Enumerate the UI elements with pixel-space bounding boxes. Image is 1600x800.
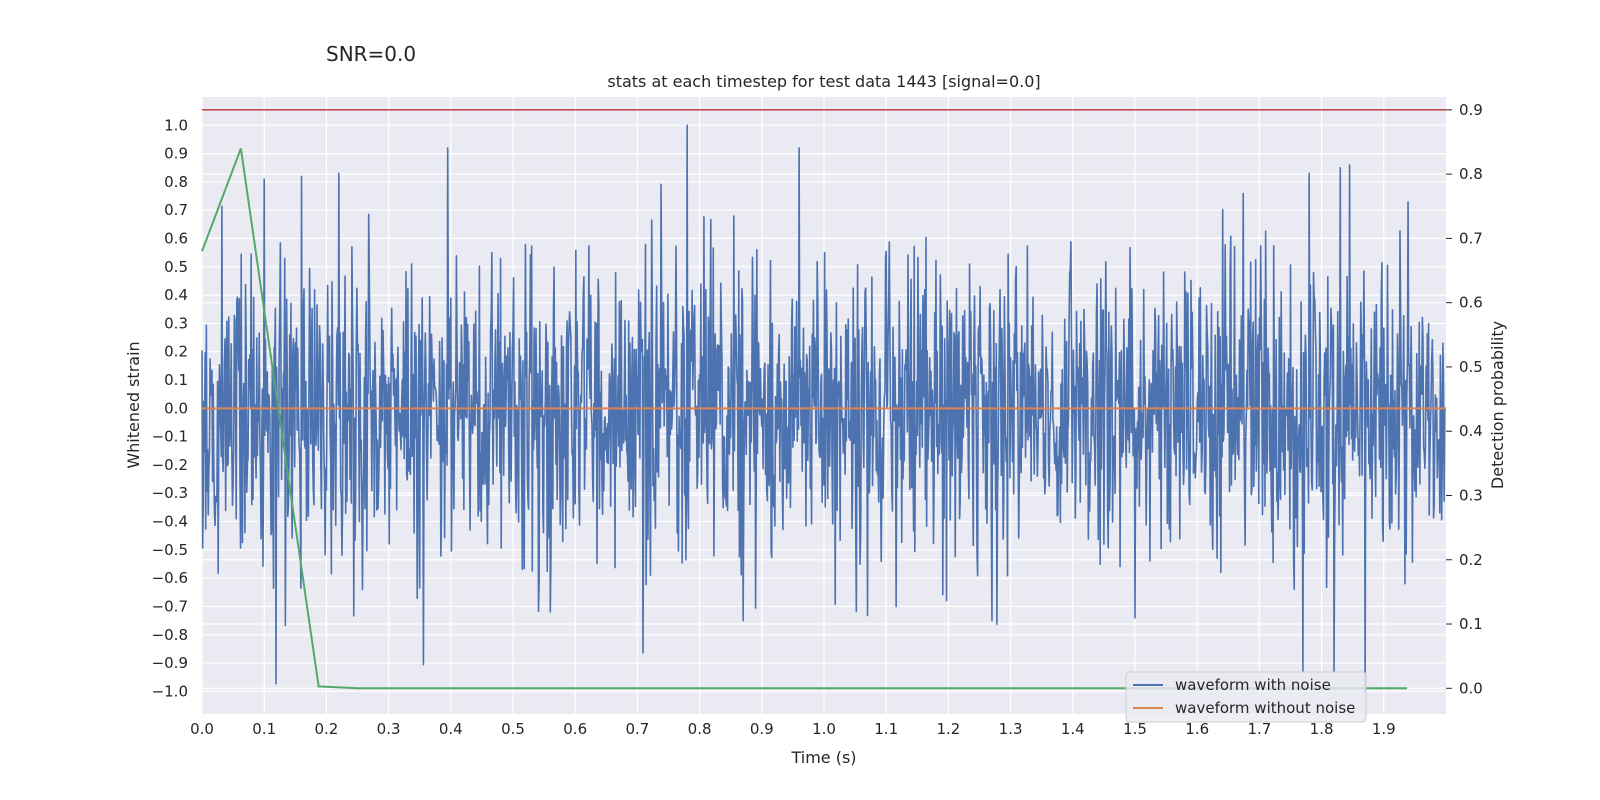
y2-tick-label: 0.5 — [1459, 358, 1483, 376]
x-tick-label: 1.0 — [812, 720, 836, 738]
x-tick-label: 1.2 — [936, 720, 960, 738]
legend-box — [1125, 671, 1367, 723]
y2-tick-label: 0.2 — [1459, 551, 1483, 569]
y-tick-label: −0.4 — [152, 513, 188, 531]
y-tick-label: −1.0 — [152, 682, 188, 700]
x-tick-label: 1.1 — [874, 720, 898, 738]
y-tick-label: −0.3 — [152, 484, 188, 502]
x-tick-label: 0.9 — [750, 720, 774, 738]
x-axis-label: Time (s) — [790, 748, 856, 767]
y-tick-label: −0.7 — [152, 597, 188, 615]
x-tick-label: 0.5 — [501, 720, 525, 738]
x-tick-label: 1.6 — [1185, 720, 1209, 738]
x-tick-label: 0.3 — [377, 720, 401, 738]
y-tick-label: −0.1 — [152, 428, 188, 446]
y2-tick-label: 0.9 — [1459, 101, 1483, 119]
y-tick-label: 0.3 — [164, 314, 188, 332]
y2-tick-label: 0.6 — [1459, 294, 1483, 312]
y2-axis-ticks: 0.0 0.1 0.2 0.3 0.4 0.5 0.6 0.7 0.8 0.9 — [1446, 101, 1483, 697]
y-axis-ticks: −1.0 −0.9 −0.8 −0.7 −0.6 −0.5 −0.4 −0.3 −0.2 −0.1… — [152, 116, 188, 700]
x-tick-label: 0.8 — [688, 720, 712, 738]
y-tick-label: −0.2 — [152, 456, 188, 474]
series-waveform-with-noise — [201, 124, 1447, 693]
y-tick-label: −0.8 — [152, 626, 188, 644]
y2-tick-label: 0.7 — [1459, 229, 1483, 247]
y-tick-label: 0.6 — [164, 230, 188, 248]
suptitle: SNR=0.0 — [326, 42, 416, 66]
y2-tick-label: 0.4 — [1459, 422, 1483, 440]
y2-tick-label: 0.0 — [1459, 679, 1483, 697]
y2-tick-label: 0.8 — [1459, 165, 1483, 183]
x-tick-label: 0.0 — [190, 720, 214, 738]
legend-label-without-noise: waveform without noise — [1175, 699, 1355, 717]
y-tick-label: 0.2 — [164, 343, 188, 361]
x-tick-label: 1.9 — [1372, 720, 1396, 738]
y-tick-label: 1.0 — [164, 116, 188, 134]
x-tick-label: 0.6 — [563, 720, 587, 738]
y-tick-label: 0.1 — [164, 371, 188, 389]
x-axis-ticks: 0.0 0.1 0.2 0.3 0.4 0.5 0.6 0.7 0.8 0.9 1.0 1.1 1.2 1… — [190, 720, 1396, 738]
y-tick-label: −0.9 — [152, 654, 188, 672]
y2-tick-label: 0.1 — [1459, 615, 1483, 633]
x-tick-label: 0.4 — [439, 720, 463, 738]
y2-axis-label: Detection probability — [1488, 321, 1507, 489]
y2-tick-label: 0.3 — [1459, 486, 1483, 504]
x-tick-label: 1.4 — [1061, 720, 1085, 738]
legend-label-with-noise: waveform with noise — [1175, 676, 1331, 694]
chart-title: stats at each timestep for test data 144… — [607, 72, 1040, 91]
x-tick-label: 1.5 — [1123, 720, 1147, 738]
x-tick-label: 1.3 — [999, 720, 1023, 738]
x-tick-label: 1.7 — [1247, 720, 1271, 738]
y-tick-label: −0.6 — [152, 569, 188, 587]
x-tick-label: 0.7 — [625, 720, 649, 738]
y-tick-label: −0.5 — [152, 541, 188, 559]
y-tick-label: 0.5 — [164, 258, 188, 276]
y-tick-label: 0.7 — [164, 201, 188, 219]
x-tick-label: 0.1 — [252, 720, 276, 738]
y-tick-label: 0.0 — [164, 399, 188, 417]
y-axis-label: Whitened strain — [124, 341, 143, 468]
x-tick-label: 1.8 — [1310, 720, 1334, 738]
x-tick-label: 0.2 — [314, 720, 338, 738]
legend: waveform with noise waveform without noi… — [1125, 671, 1367, 723]
y-tick-label: 0.9 — [164, 145, 188, 163]
y-tick-label: 0.8 — [164, 173, 188, 191]
y-tick-label: 0.4 — [164, 286, 188, 304]
